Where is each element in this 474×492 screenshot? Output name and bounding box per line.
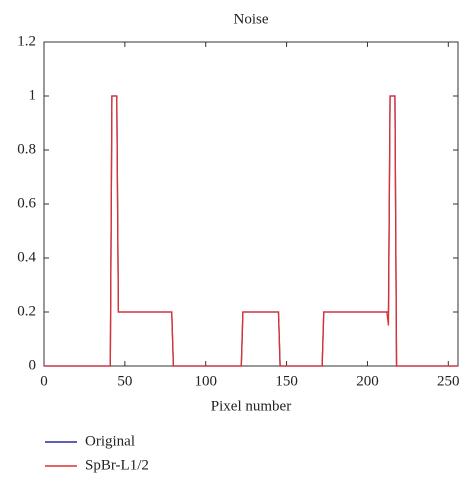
legend-label: Original xyxy=(85,433,135,449)
chart-title: Noise xyxy=(234,11,269,27)
x-tick-label: 200 xyxy=(356,373,379,389)
series-line xyxy=(44,95,458,367)
x-tick-label: 50 xyxy=(117,373,132,389)
x-tick-label: 0 xyxy=(40,373,48,389)
y-tick-label: 0.2 xyxy=(17,303,36,319)
x-tick-label: 100 xyxy=(194,373,217,389)
y-tick-label: 0.8 xyxy=(17,141,36,157)
y-tick-label: 0.6 xyxy=(17,195,36,211)
y-tick-label: 0.4 xyxy=(17,249,36,265)
y-tick-label: 1.2 xyxy=(17,33,36,49)
x-tick-label: 150 xyxy=(275,373,298,389)
y-tick-label: 1 xyxy=(29,87,37,103)
legend-label: SpBr-L1/2 xyxy=(85,457,149,473)
x-tick-label: 250 xyxy=(437,373,460,389)
x-axis-label: Pixel number xyxy=(211,398,291,414)
y-tick-label: 0 xyxy=(29,357,37,373)
